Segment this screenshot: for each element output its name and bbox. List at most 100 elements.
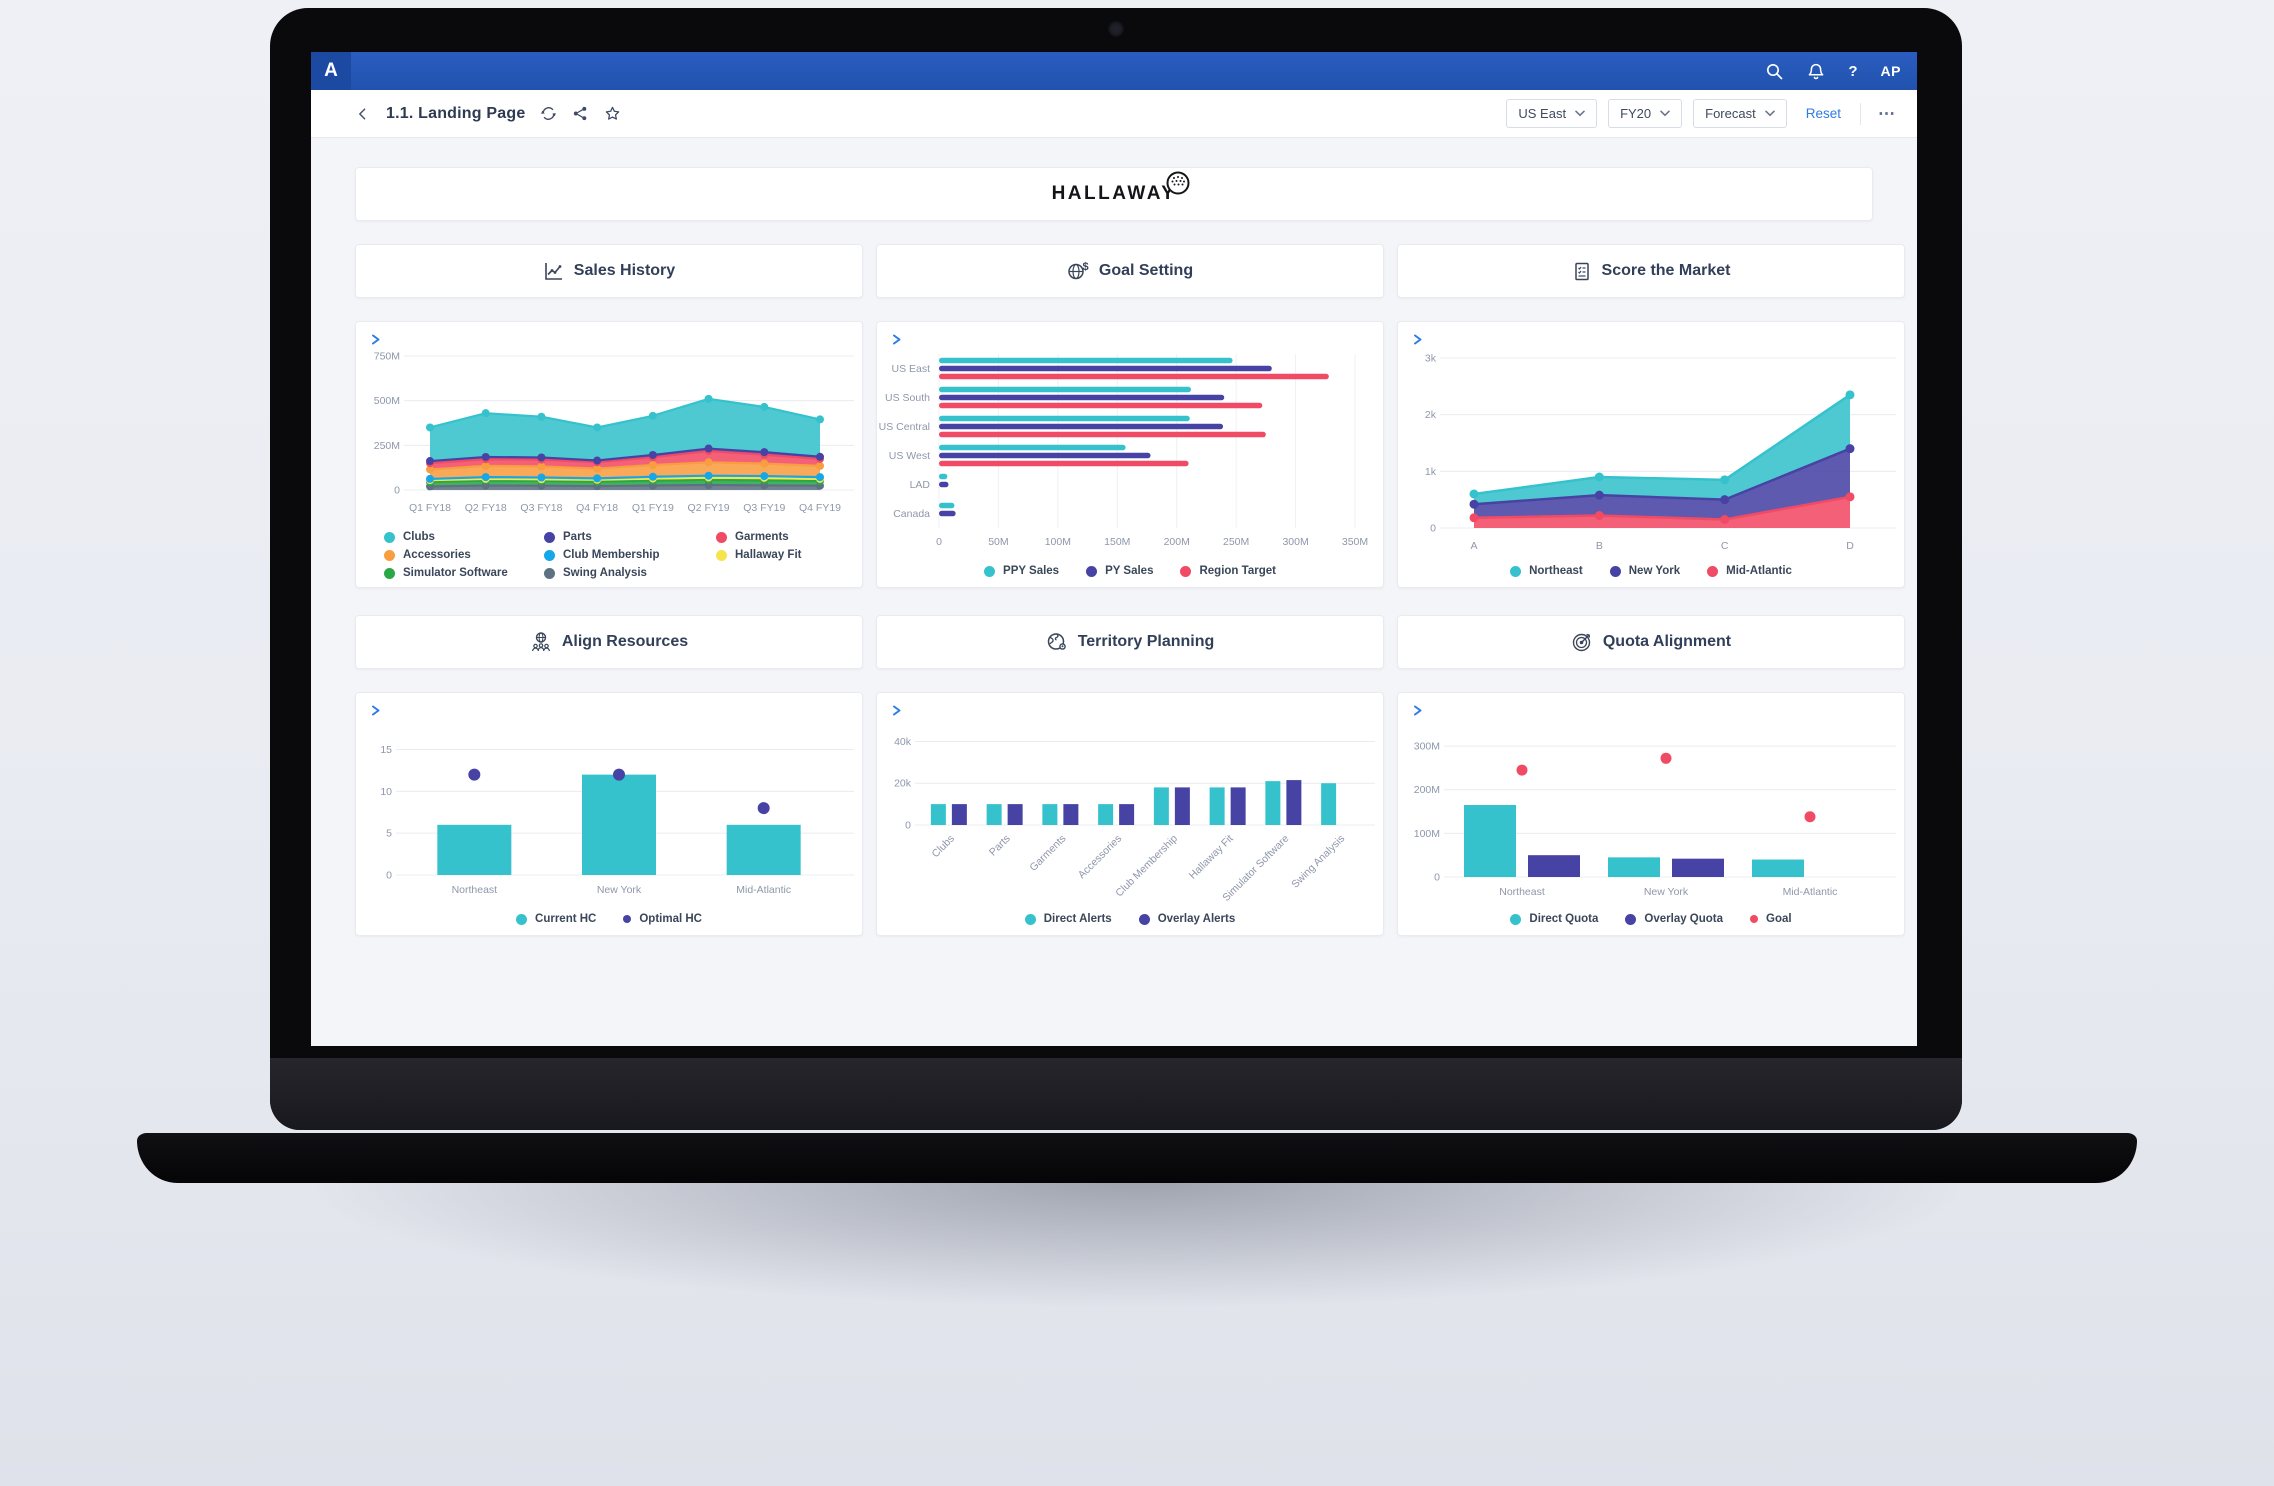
svg-text:5: 5 <box>386 828 392 840</box>
svg-text:Q2 FY18: Q2 FY18 <box>465 502 507 514</box>
chart-plot: 0 250M 500M 750M Q1 FY18 Q2 FY18 Q3 FY18 Q4 FY1… <box>374 351 854 514</box>
legend-item: Region Target <box>1180 565 1276 577</box>
expand-chevron-icon[interactable] <box>369 333 382 351</box>
section-title: Goal Setting <box>1098 262 1194 279</box>
svg-text:0: 0 <box>1430 523 1436 535</box>
line-chart-icon <box>543 261 564 282</box>
chart-card-score-the-market: 0 1k 2k 3k A B C D Northeast New York Mid-Atlantic <box>1397 321 1905 588</box>
expand-chevron-icon[interactable] <box>890 333 903 351</box>
section-align-resources: Align Resources 0 5 10 15 Northeast New York Mi… <box>355 615 863 936</box>
svg-text:Canada: Canada <box>893 508 930 520</box>
svg-text:0: 0 <box>386 870 392 882</box>
chevron-down-icon <box>1575 110 1585 117</box>
expand-chevron-icon[interactable] <box>369 704 382 722</box>
sync-icon[interactable] <box>540 105 557 122</box>
legend-item: Hallaway Fit <box>716 549 834 561</box>
legend-label: Swing Analysis <box>563 567 647 579</box>
legend-item: PY Sales <box>1086 565 1153 577</box>
svg-text:$: $ <box>1082 261 1088 273</box>
filter-region-dropdown[interactable]: US East <box>1506 99 1598 128</box>
svg-text:3k: 3k <box>1425 353 1437 365</box>
legend-swatch <box>1024 913 1036 925</box>
team-globe-icon <box>530 631 552 653</box>
legend-label: Optimal HC <box>639 913 702 925</box>
avatar[interactable]: AP <box>1880 63 1901 79</box>
legend-label: Northeast <box>1529 565 1583 577</box>
expand-chevron-icon[interactable] <box>1411 704 1424 722</box>
filter-year-dropdown[interactable]: FY20 <box>1608 99 1683 128</box>
svg-text:New York: New York <box>1644 886 1689 898</box>
legend-label: PPY Sales <box>1003 565 1060 577</box>
svg-text:Mid-Atlantic: Mid-Atlantic <box>1783 886 1838 898</box>
svg-text:D: D <box>1846 540 1854 552</box>
legend-swatch <box>544 567 555 579</box>
svg-text:Swing Analysis: Swing Analysis <box>1289 833 1347 891</box>
svg-text:B: B <box>1596 540 1603 552</box>
svg-text:0: 0 <box>905 820 911 832</box>
legend-swatch <box>544 531 555 543</box>
overflow-menu-button[interactable]: ⋯ <box>1878 103 1895 123</box>
chart-plot: 0 5 10 15 Northeast New York Mid-Atlantic <box>380 744 854 896</box>
section-title: Align Resources <box>561 633 689 650</box>
legend-item: Northeast <box>1510 565 1583 577</box>
legend-item: New York <box>1609 565 1681 577</box>
share-icon[interactable] <box>572 105 589 122</box>
chart-legend: Clubs Parts Garments Accessories Club Member… <box>356 531 862 579</box>
chevron-down-icon <box>1764 110 1775 117</box>
chart-legend: Direct Quota Overlay Quota Goal <box>1398 913 1904 925</box>
svg-text:150M: 150M <box>1104 536 1130 548</box>
chart-legend: Direct Alerts Overlay Alerts <box>877 913 1383 925</box>
svg-text:250M: 250M <box>1223 536 1249 548</box>
svg-text:Q3 FY19: Q3 FY19 <box>743 502 785 514</box>
svg-text:750M: 750M <box>374 351 400 363</box>
dashboard-grid: Sales History 0 250M 500M 750M Q1 FY18 Q2 FY18… <box>355 244 1905 936</box>
section-territory-planning: Territory Planning 0 20k 40k Clubs Parts Garme… <box>876 615 1384 936</box>
chevron-left-icon[interactable] <box>355 106 371 122</box>
svg-text:Q2 FY19: Q2 FY19 <box>688 502 730 514</box>
svg-text:100M: 100M <box>1414 828 1440 840</box>
chart-plot: 0 100M 200M 300M Northeast New York Mid-Atlant… <box>1414 741 1896 898</box>
brand-logo: HALLAWAY <box>1052 171 1190 205</box>
expand-chevron-icon[interactable] <box>1411 333 1424 351</box>
chart-legend: PPY Sales PY Sales Region Target <box>877 565 1383 577</box>
svg-text:300M: 300M <box>1282 536 1308 548</box>
brand-card: HALLAWAY <box>355 167 1873 221</box>
legend-swatch <box>544 549 555 561</box>
help-button[interactable]: ? <box>1848 62 1858 80</box>
anaplan-logo[interactable]: A <box>311 52 351 90</box>
legend-swatch <box>1750 915 1759 923</box>
bell-icon[interactable] <box>1807 62 1825 81</box>
legend-item: Direct Quota <box>1510 913 1598 925</box>
section-title: Territory Planning <box>1077 633 1215 650</box>
legend-item: Club Membership <box>544 549 716 561</box>
search-icon[interactable] <box>1765 62 1784 81</box>
legend-item: Overlay Quota <box>1625 913 1723 925</box>
legend-label: New York <box>1628 565 1681 577</box>
reset-button[interactable]: Reset <box>1805 106 1841 121</box>
chart-legend: Current HC Optimal HC <box>356 913 862 925</box>
filter-version-value: Forecast <box>1705 106 1756 121</box>
legend-label: Accessories <box>403 549 471 561</box>
legend-item: Swing Analysis <box>544 567 716 579</box>
section-title: Score the Market <box>1601 262 1731 279</box>
legend-swatch <box>984 565 996 577</box>
svg-text:500M: 500M <box>374 395 400 407</box>
legend-swatch <box>623 915 632 923</box>
section-header-goal-setting: $ Goal Setting <box>876 244 1384 298</box>
legend-label: Club Membership <box>563 549 660 561</box>
legend-swatch <box>1510 565 1522 577</box>
svg-text:New York: New York <box>597 884 642 896</box>
legend-label: Parts <box>563 531 592 543</box>
section-score-the-market: Score the Market 0 1k 2k 3k A B C D Northeast New … <box>1397 244 1905 588</box>
filter-version-dropdown[interactable]: Forecast <box>1693 99 1787 128</box>
svg-text:US East: US East <box>891 363 930 375</box>
star-icon[interactable] <box>604 105 621 122</box>
legend-swatch <box>1609 565 1621 577</box>
legend-label: Mid-Atlantic <box>1726 565 1792 577</box>
expand-chevron-icon[interactable] <box>890 704 903 722</box>
svg-text:1k: 1k <box>1425 466 1437 478</box>
legend-swatch <box>1086 565 1098 577</box>
chevron-down-icon <box>1660 110 1670 117</box>
svg-text:US West: US West <box>889 450 930 462</box>
legend-item: PPY Sales <box>984 565 1059 577</box>
